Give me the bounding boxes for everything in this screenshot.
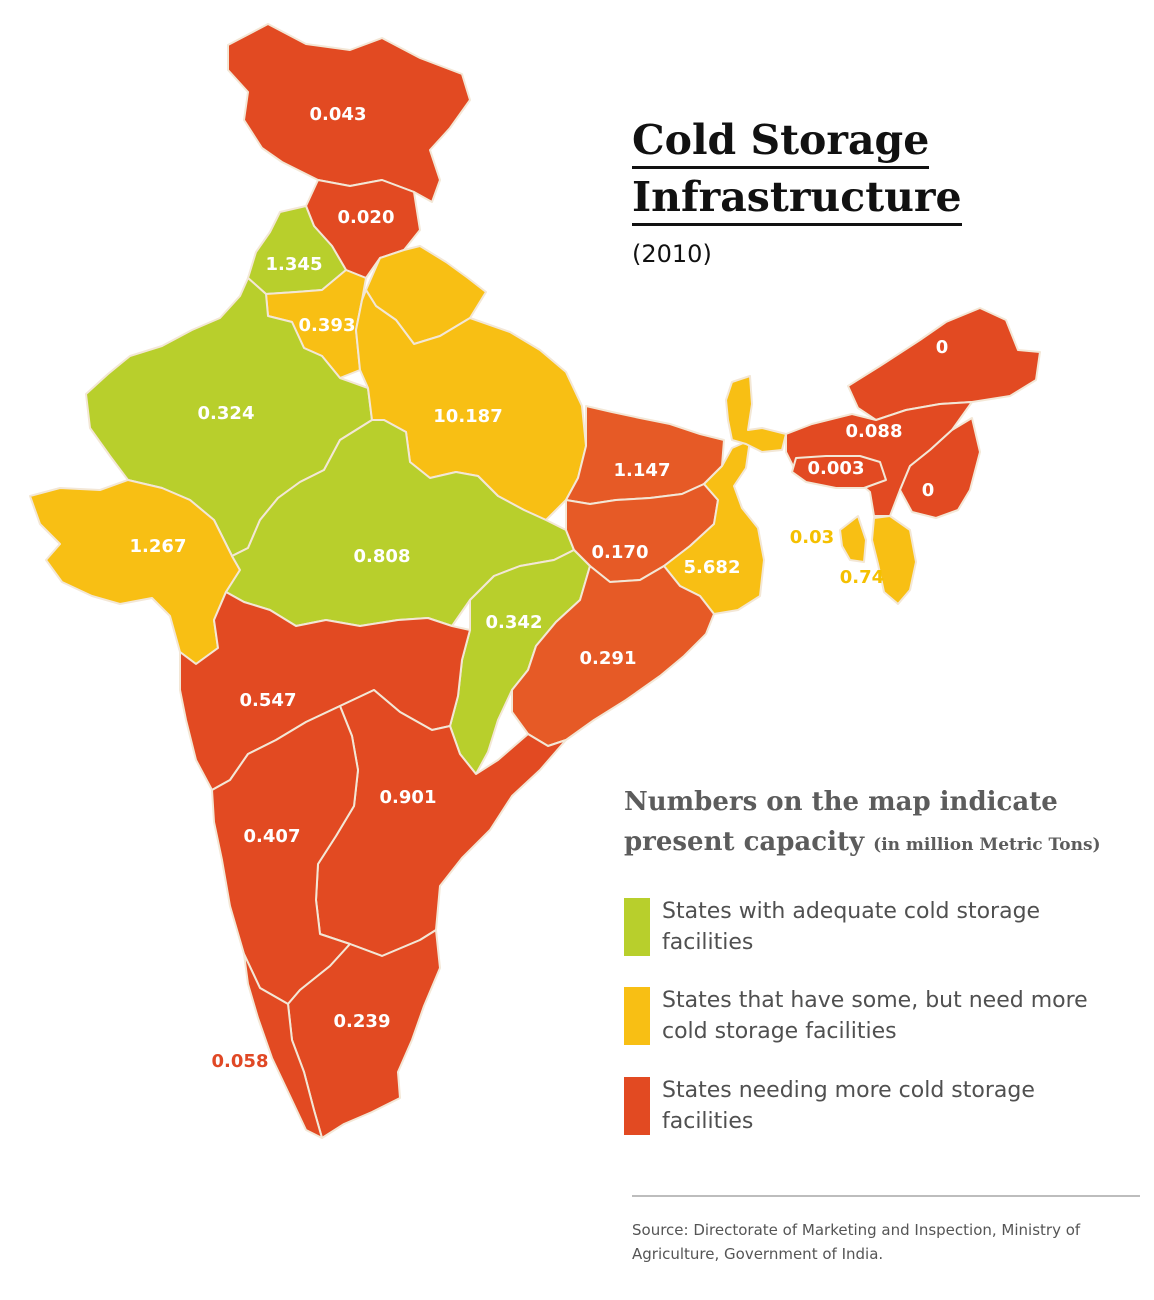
label-maharashtra: 0.547	[240, 690, 297, 711]
region-jammu-kashmir	[227, 23, 471, 203]
region-mizoram	[871, 515, 917, 605]
legend-swatch-adequate	[624, 898, 650, 956]
region-kerala	[243, 953, 323, 1139]
capacity-note: Numbers on the map indicate present capa…	[624, 782, 1144, 865]
label-himachal-pradesh: 0.020	[338, 207, 395, 228]
label-jharkhand: 0.170	[592, 542, 649, 563]
label-rajasthan: 0.324	[198, 403, 255, 424]
region-meghalaya	[791, 455, 887, 489]
label-assam: 0.088	[846, 421, 903, 442]
source-note: Source: Directorate of Marketing and Ins…	[632, 1221, 1081, 1263]
legend-item-adequate: States with adequate cold storage facili…	[624, 898, 1124, 962]
label-chhattisgarh: 0.342	[486, 612, 543, 633]
label-arunachal-pradesh: 0	[936, 337, 949, 358]
label-tamil-nadu: 0.239	[334, 1011, 391, 1032]
label-andhra-pradesh: 0.901	[380, 787, 437, 808]
label-gujarat: 1.267	[130, 536, 187, 557]
region-tripura	[839, 515, 867, 563]
legend-swatch-needing	[624, 1077, 650, 1135]
legend-swatch-some	[624, 987, 650, 1045]
title-line-2: Infrastructure	[632, 171, 962, 226]
label-haryana: 0.393	[299, 315, 356, 336]
label-punjab: 1.345	[266, 254, 323, 275]
label-uttar-pradesh: 10.187	[433, 406, 502, 427]
label-tripura: 0.03	[790, 527, 834, 548]
legend-text-needing: States needing more cold storage facilit…	[662, 1078, 1035, 1134]
legend-item-some: States that have some, but need more col…	[624, 987, 1124, 1051]
label-kerala: 0.058	[212, 1051, 269, 1072]
note-line-2: present capacity	[624, 827, 865, 857]
legend-text-adequate: States with adequate cold storage facili…	[662, 899, 1041, 955]
note-line-1: Numbers on the map indicate	[624, 787, 1058, 817]
note-unit: (in million Metric Tons)	[873, 835, 1101, 855]
label-nagaland-manipur: 0	[922, 480, 935, 501]
legend-text-some: States that have some, but need more col…	[662, 988, 1088, 1044]
region-sikkim	[725, 375, 787, 453]
region-west-bengal	[663, 439, 765, 615]
region-nagaland-manipur	[899, 417, 981, 519]
title-line-1: Cold Storage	[632, 114, 930, 169]
label-bihar: 1.147	[614, 460, 671, 481]
map-title: Cold Storage Infrastructure	[632, 112, 962, 226]
label-jammu-kashmir: 0.043	[310, 104, 367, 125]
region-odisha	[511, 565, 715, 747]
label-karnataka: 0.407	[244, 826, 301, 847]
label-madhya-pradesh: 0.808	[354, 546, 411, 567]
label-odisha: 0.291	[580, 648, 637, 669]
label-west-bengal: 5.682	[684, 557, 741, 578]
region-karnataka	[211, 705, 359, 1005]
label-mizoram: 0.74	[840, 567, 884, 588]
map-year: (2010)	[632, 240, 712, 268]
source-divider	[632, 1195, 1140, 1197]
label-meghalaya: 0.003	[808, 458, 865, 479]
legend-item-needing: States needing more cold storage facilit…	[624, 1077, 1124, 1141]
